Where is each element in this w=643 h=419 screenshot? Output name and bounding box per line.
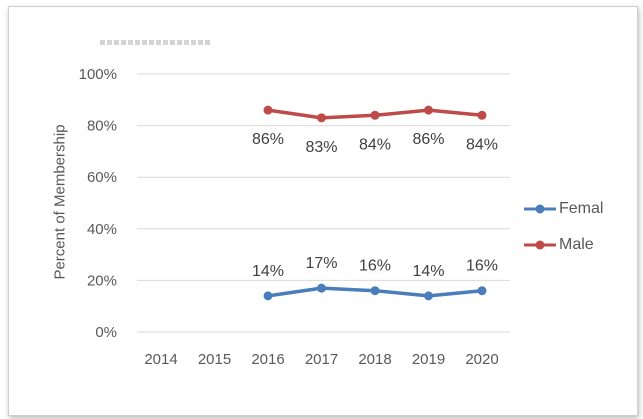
x-tick-label-2014: 2014 [144,351,177,368]
x-tick-label-2017: 2017 [305,351,338,368]
x-tick-label-2016: 2016 [251,351,284,368]
data-label-femal-2018: 16% [359,258,391,275]
data-label-male-2018: 84% [359,136,391,153]
data-label-femal-2020: 16% [466,258,498,275]
x-tick-label-2019: 2019 [412,351,445,368]
data-point-male-2018 [370,110,380,120]
x-tick-labels: 2014 2015 2016 2017 2018 2019 2020 [144,351,498,368]
data-point-femal-2020 [477,286,487,296]
legend-marker-male [535,240,545,250]
legend: Femal Male [523,198,603,270]
data-label-femal-2017: 17% [305,255,337,272]
data-point-male-2020 [477,110,487,120]
legend-item-femal: Femal [523,198,603,220]
data-point-femal-2016 [263,291,273,301]
data-label-femal-2019: 14% [412,263,444,280]
x-tick-label-2018: 2018 [358,351,391,368]
y-tick-label: 20% [87,272,117,289]
series-femal: 14% 17% 16% 14% 16% [252,255,498,301]
data-label-male-2016: 86% [252,131,284,148]
legend-label-male: Male [559,236,594,253]
data-point-femal-2018 [370,286,380,296]
y-tick-label: 0% [95,324,117,341]
gridlines [137,73,510,333]
y-tick-label: 60% [87,169,117,186]
y-tick-label: 100% [79,66,117,83]
data-label-male-2020: 84% [466,136,498,153]
data-point-femal-2017 [317,283,326,293]
legend-item-male: Male [523,234,603,256]
data-point-male-2019 [424,105,433,115]
y-tick-label: 40% [87,221,117,238]
data-label-male-2019: 86% [412,131,444,148]
y-tick-label: 80% [87,118,117,135]
x-tick-label-2015: 2015 [198,351,231,368]
legend-label-femal: Femal [559,200,604,217]
series-male: 86% 83% 84% 86% 84% [252,105,498,156]
data-point-male-2017 [317,113,326,123]
chart-title-blurred [100,40,212,45]
data-label-male-2017: 83% [305,139,337,156]
legend-swatch-femal [524,204,556,214]
series-layer: 14% 17% 16% 14% 16% 86% 83% 84% 86% 84% [252,105,498,301]
legend-marker-femal [535,204,545,214]
data-point-femal-2019 [424,291,433,301]
x-tick-label-2020: 2020 [465,351,498,368]
legend-swatch-male [524,240,556,250]
y-tick-labels: 0% 20% 40% 60% 80% 100% [79,66,117,341]
data-point-male-2016 [263,105,273,115]
data-label-femal-2016: 14% [252,263,284,280]
